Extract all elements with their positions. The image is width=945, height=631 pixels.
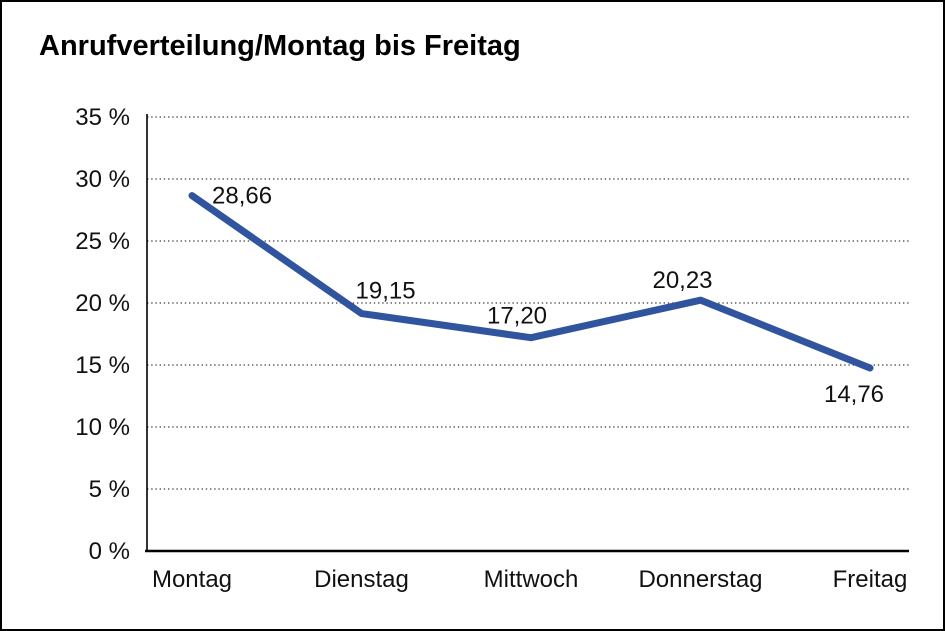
- y-axis-tick-label: 15 %: [75, 352, 130, 379]
- x-axis-category-label: Freitag: [833, 566, 908, 593]
- data-point-label: 19,15: [356, 278, 416, 305]
- data-point-label: 17,20: [487, 303, 547, 330]
- y-axis-tick-label: 10 %: [75, 414, 130, 441]
- x-axis-category-label: Dienstag: [314, 566, 409, 593]
- x-axis-category-label: Montag: [152, 566, 232, 593]
- data-point-label: 28,66: [212, 183, 272, 210]
- x-axis-category-label: Donnerstag: [638, 566, 762, 593]
- data-point-label: 14,76: [824, 381, 884, 408]
- x-axis-category-label: Mittwoch: [484, 566, 579, 593]
- y-axis-tick-label: 0 %: [89, 538, 130, 565]
- y-axis-tick-label: 30 %: [75, 166, 130, 193]
- y-axis-tick-label: 35 %: [75, 104, 130, 131]
- y-axis-tick-label: 25 %: [75, 228, 130, 255]
- chart-title: Anrufverteilung/Montag bis Freitag: [39, 30, 521, 62]
- data-line: [188, 192, 874, 372]
- y-axis-tick-label: 5 %: [89, 476, 130, 503]
- data-point-label: 20,23: [652, 267, 712, 294]
- y-axis-tick-label: 20 %: [75, 290, 130, 317]
